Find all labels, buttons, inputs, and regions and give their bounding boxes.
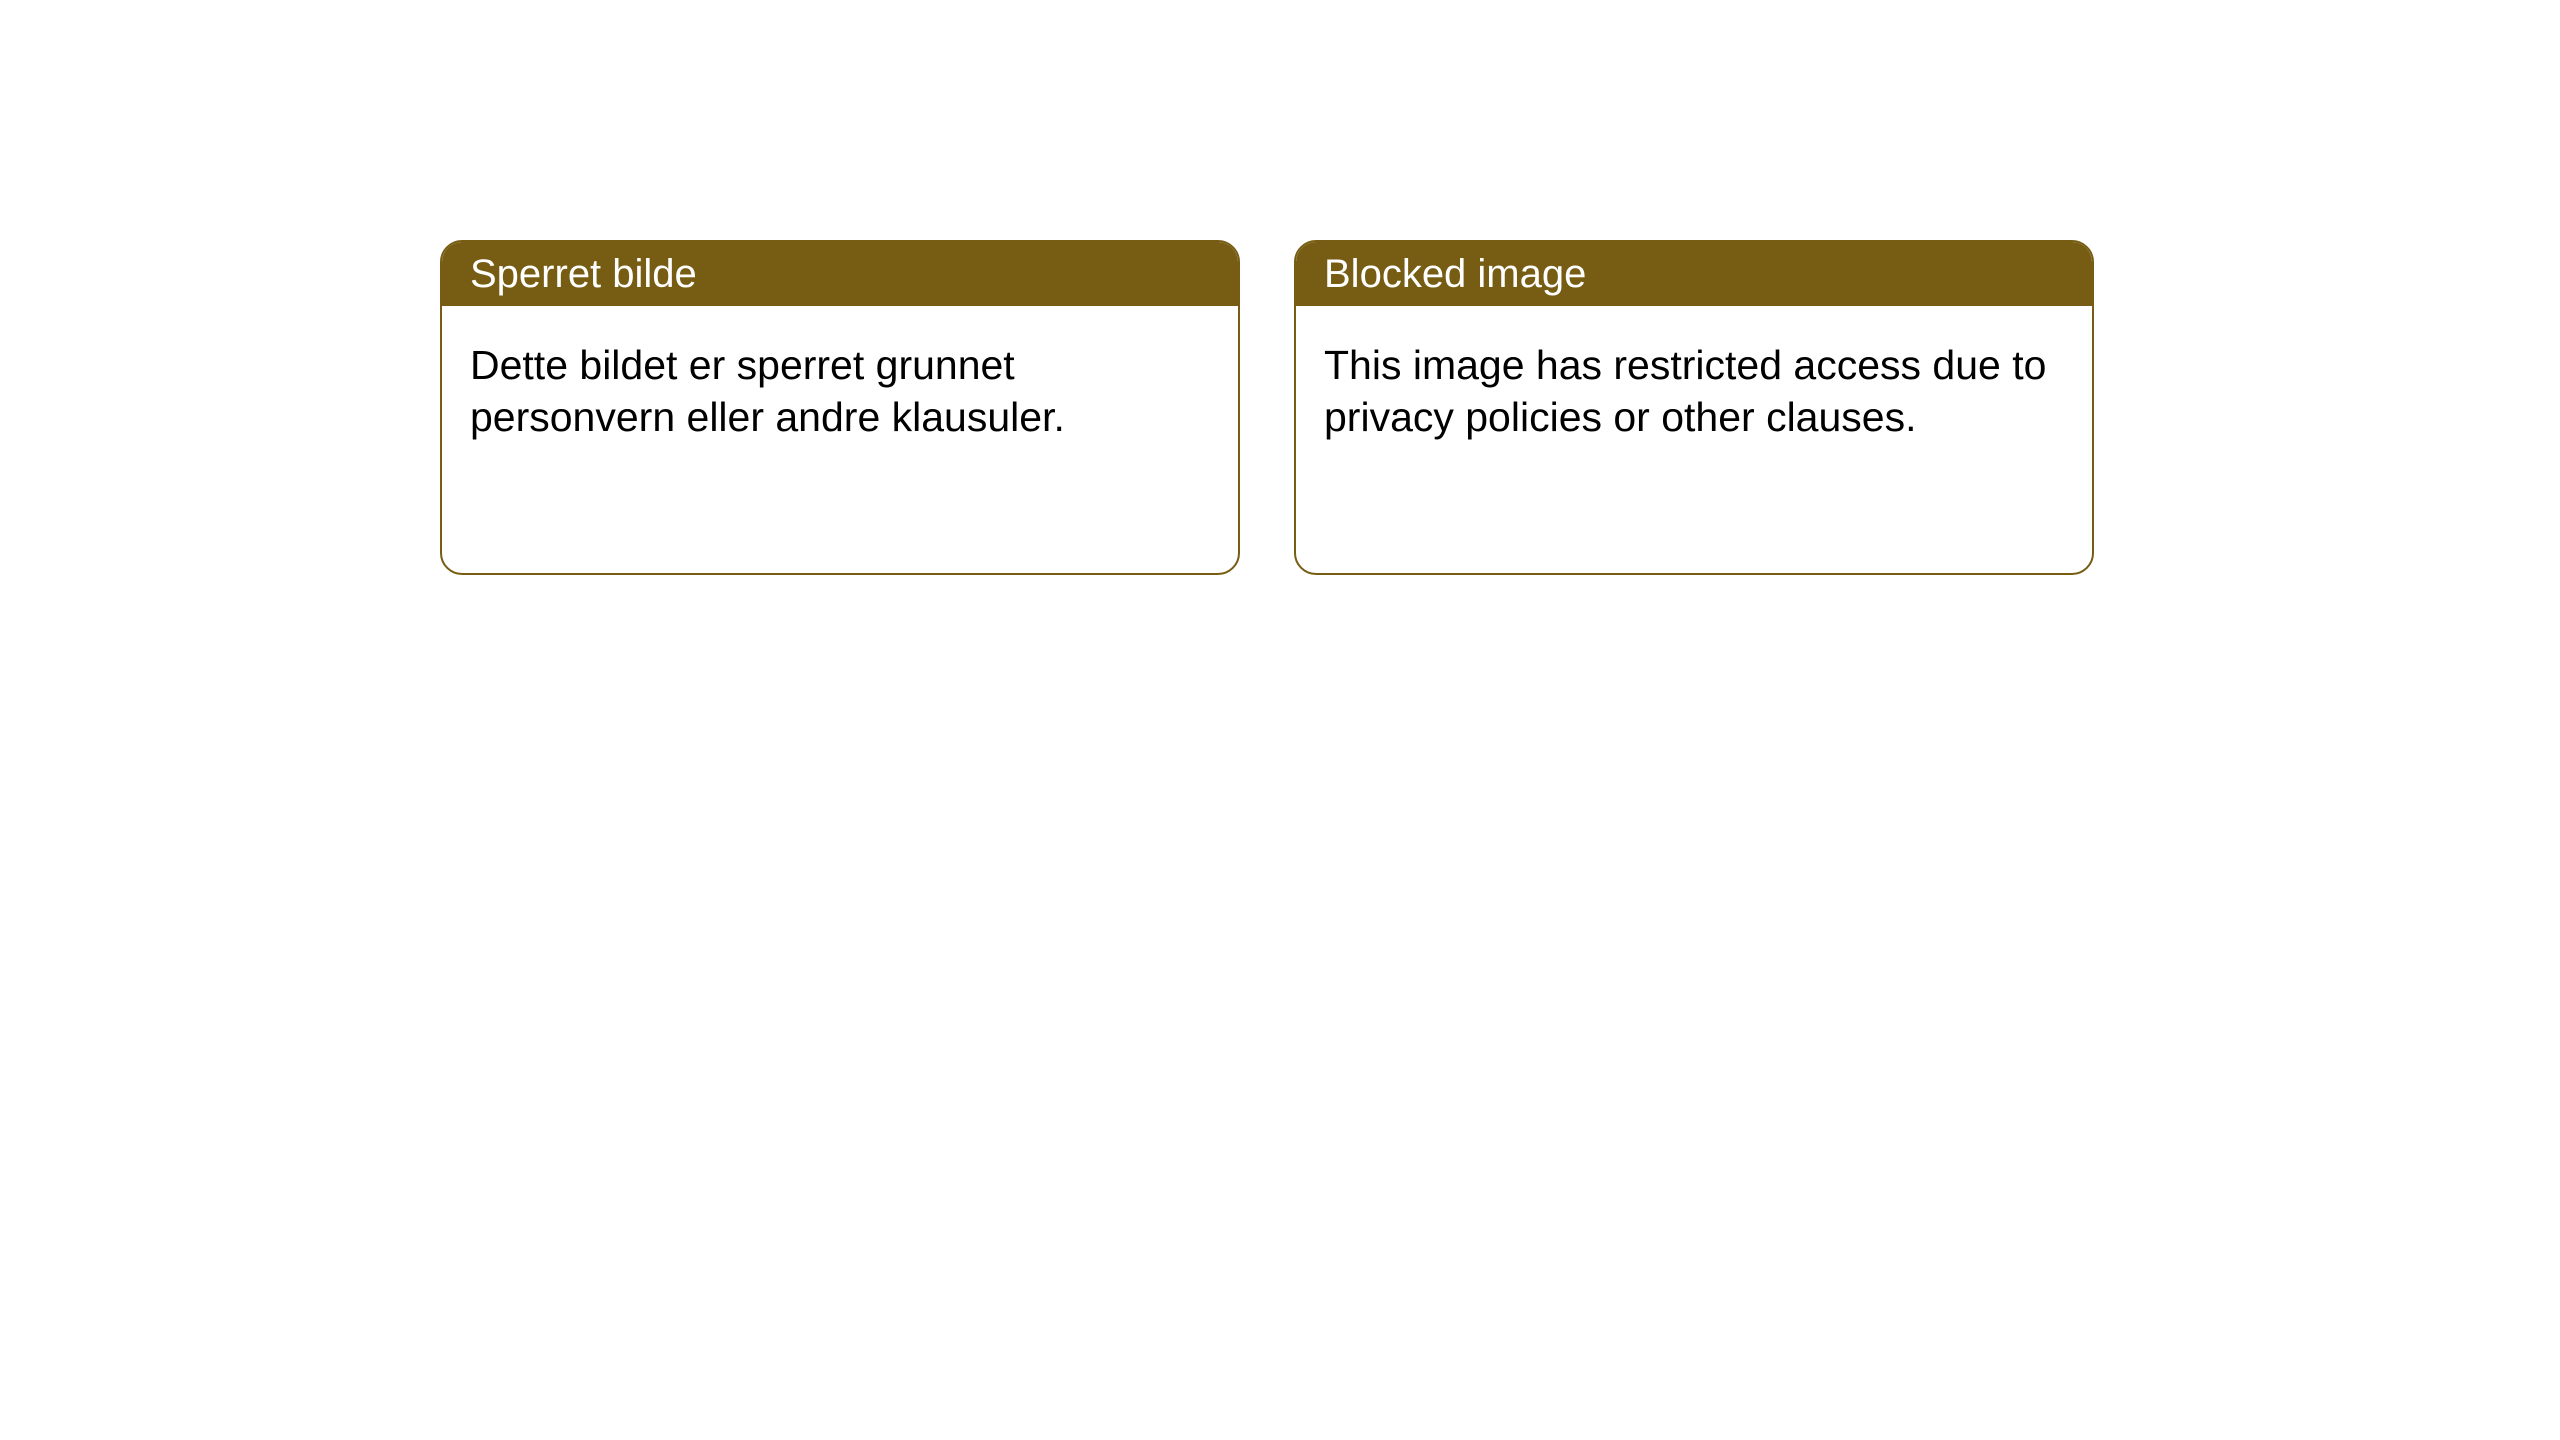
notice-header-english: Blocked image [1296,242,2092,306]
notice-body-english: This image has restricted access due to … [1296,306,2092,477]
notice-header-norwegian: Sperret bilde [442,242,1238,306]
notice-container: Sperret bilde Dette bildet er sperret gr… [0,0,2560,575]
notice-body-norwegian: Dette bildet er sperret grunnet personve… [442,306,1238,477]
notice-card-norwegian: Sperret bilde Dette bildet er sperret gr… [440,240,1240,575]
notice-card-english: Blocked image This image has restricted … [1294,240,2094,575]
